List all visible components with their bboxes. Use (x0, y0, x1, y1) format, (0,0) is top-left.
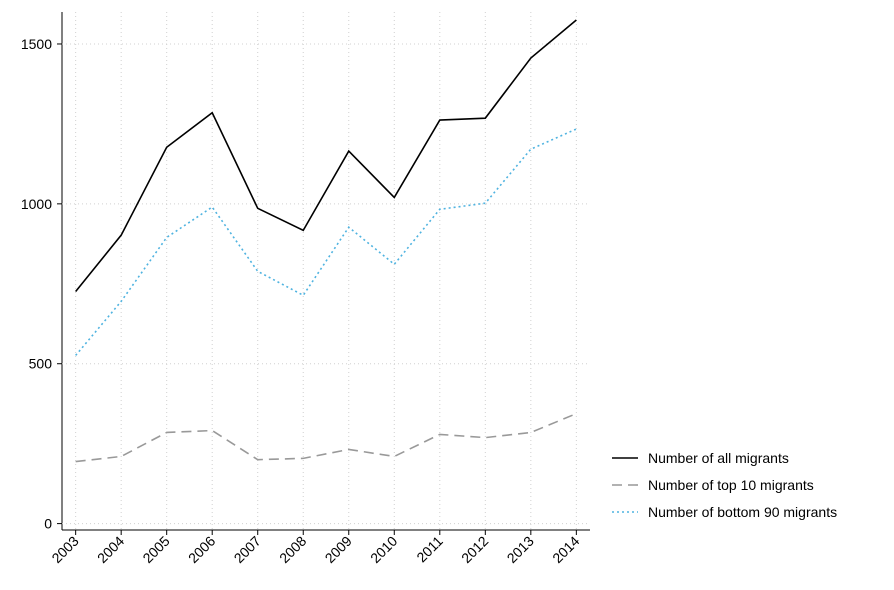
legend-label: Number of bottom 90 migrants (648, 504, 837, 520)
y-tick-label: 500 (29, 356, 53, 372)
x-tick-label: 2006 (185, 533, 218, 566)
y-tick-label: 1500 (21, 36, 52, 52)
x-tick-label: 2007 (231, 533, 264, 566)
x-tick-label: 2004 (94, 533, 127, 566)
x-tick-label: 2010 (367, 533, 400, 566)
data-line (75, 412, 577, 463)
data-line (75, 128, 577, 356)
data-line (75, 19, 577, 292)
x-tick-label: 2014 (549, 533, 582, 566)
legend-label: Number of all migrants (648, 450, 789, 466)
x-tick-label: 2003 (48, 533, 81, 566)
x-tick-label: 2011 (413, 533, 446, 566)
x-tick-label: 2012 (458, 533, 491, 566)
y-tick-label: 1000 (21, 196, 52, 212)
y-tick-label: 0 (44, 516, 52, 532)
x-tick-label: 2008 (276, 533, 309, 566)
x-tick-label: 2013 (504, 533, 537, 566)
x-tick-label: 2005 (139, 533, 172, 566)
x-tick-label: 2009 (322, 533, 355, 566)
legend-label: Number of top 10 migrants (648, 477, 814, 493)
